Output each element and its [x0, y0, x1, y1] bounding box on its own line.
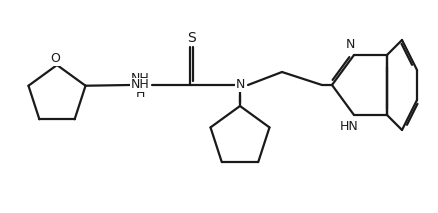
- Text: N: N: [345, 39, 355, 52]
- Text: NH: NH: [131, 79, 149, 92]
- Text: NH
H: NH H: [131, 72, 149, 100]
- Text: HN: HN: [339, 119, 358, 132]
- Text: S: S: [187, 31, 195, 45]
- Text: O: O: [50, 52, 60, 66]
- Text: N: N: [235, 79, 245, 92]
